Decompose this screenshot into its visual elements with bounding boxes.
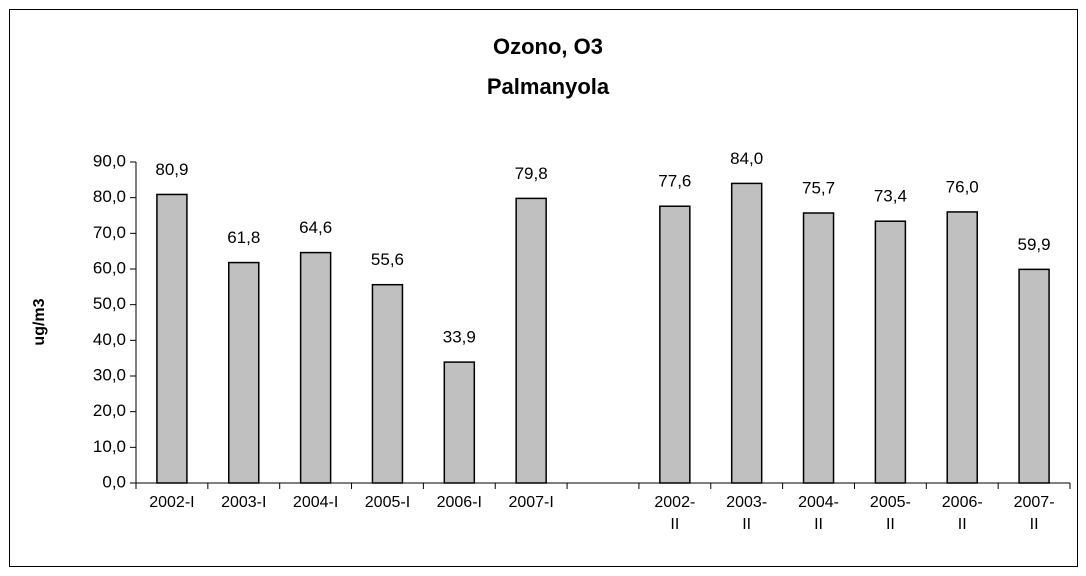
- value-label: 79,8: [515, 164, 548, 183]
- x-tick-label: 2003-I: [221, 494, 266, 511]
- y-tick-label: 0,0: [102, 472, 126, 491]
- bar: [802, 212, 835, 484]
- value-label: 77,6: [658, 172, 691, 191]
- value-label: 33,9: [443, 328, 476, 347]
- x-tick-label: 2005-I: [365, 494, 410, 511]
- y-tick-label: 30,0: [93, 365, 126, 384]
- y-tick-label: 10,0: [93, 437, 126, 456]
- bar: [730, 182, 763, 484]
- y-tick-label: 60,0: [93, 258, 126, 277]
- value-label: 59,9: [1018, 235, 1051, 254]
- bar: [443, 361, 476, 484]
- y-tick-label: 80,0: [93, 187, 126, 206]
- x-tick-label: 2006-I: [437, 494, 482, 511]
- bar: [1018, 268, 1050, 484]
- x-tick-label: 2002-II: [654, 494, 695, 533]
- y-tick-label: 70,0: [93, 223, 126, 242]
- y-axis-label: ug/m3: [31, 298, 48, 345]
- bar: [228, 261, 260, 484]
- x-tick-label: 2005-II: [870, 494, 911, 533]
- value-label: 73,4: [874, 187, 907, 206]
- value-label: 75,7: [802, 178, 835, 197]
- value-label: 55,6: [371, 250, 404, 269]
- x-tick-label: 2004-I: [293, 494, 338, 511]
- chart-subtitle: Palmanyola: [487, 74, 610, 99]
- y-tick-label: 40,0: [93, 330, 126, 349]
- bar: [946, 211, 978, 484]
- bar: [299, 251, 332, 484]
- bar: [371, 283, 404, 484]
- x-tick-label: 2003-II: [726, 494, 767, 533]
- y-tick-label: 20,0: [93, 401, 126, 420]
- chart-title: Ozono, O3: [493, 34, 603, 59]
- bar: [659, 205, 691, 484]
- y-tick-label: 50,0: [93, 294, 126, 313]
- x-tick-label: 2004-II: [798, 494, 839, 533]
- x-tick-label: 2006-II: [942, 494, 983, 533]
- value-label: 64,6: [299, 218, 332, 237]
- x-tick-label: 2007-II: [1014, 494, 1055, 533]
- value-label: 76,0: [946, 177, 979, 196]
- value-label: 80,9: [155, 160, 188, 179]
- bar: [515, 197, 547, 484]
- value-label: 61,8: [227, 228, 260, 247]
- value-label: 84,0: [730, 149, 763, 168]
- x-tick-label: 2002-I: [149, 494, 194, 511]
- bar: [156, 193, 188, 484]
- bar: [874, 220, 907, 484]
- x-tick-label: 2007-I: [508, 494, 553, 511]
- y-tick-label: 90,0: [93, 151, 126, 170]
